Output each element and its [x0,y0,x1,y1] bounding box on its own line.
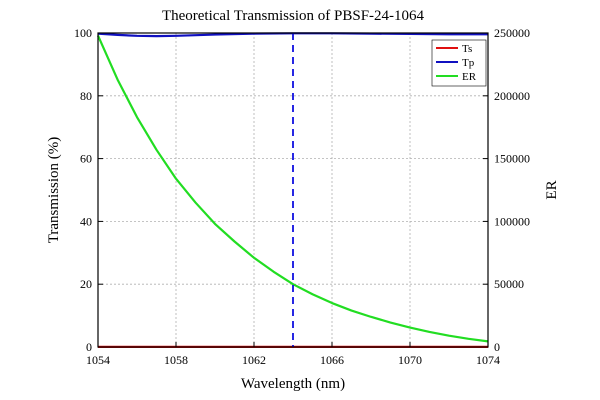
x-tick-label: 1062 [242,353,266,367]
y-tick-label: 20 [80,277,92,291]
series-line-er [96,35,489,343]
series-line-tp [97,32,488,38]
x-tick-label: 1066 [320,353,344,367]
legend: Ts Tp ER [431,39,487,87]
y-tick-label: 40 [80,214,92,228]
legend-label-tp: Tp [462,57,475,69]
y-axis-label: Transmission (%) [46,137,62,244]
y-tick-label: 80 [80,89,92,103]
x-tick-label: 1058 [164,353,188,367]
plot-frame [97,32,489,348]
y2-axis-label: ER [544,180,560,199]
y2-tick-label: 250000 [494,26,530,40]
x-axis-label: Wavelength (nm) [241,376,345,392]
legend-label-ts: Ts [462,43,472,55]
x-tick-label: 1070 [398,353,422,367]
y-tick-label: 60 [80,152,92,166]
y2-tick-label: 200000 [494,89,530,103]
legend-label-er: ER [462,71,477,83]
y2-axis-ticks: 0 50000 100000 150000 200000 250000 [483,26,530,354]
y2-tick-label: 100000 [494,214,530,228]
y-axis-ticks: 0 20 40 60 80 100 [74,26,103,354]
y-tick-label: 0 [86,340,92,354]
chart-title: Theoretical Transmission of PBSF-24-1064 [162,8,425,24]
x-tick-label: 1054 [86,353,110,367]
x-tick-label: 1074 [476,353,500,367]
y2-tick-label: 0 [494,340,500,354]
y-tick-label: 100 [74,26,92,40]
y2-tick-label: 50000 [494,277,524,291]
x-axis-ticks: 1054 1058 1062 1066 1070 1074 [86,342,500,367]
y2-tick-label: 150000 [494,152,530,166]
